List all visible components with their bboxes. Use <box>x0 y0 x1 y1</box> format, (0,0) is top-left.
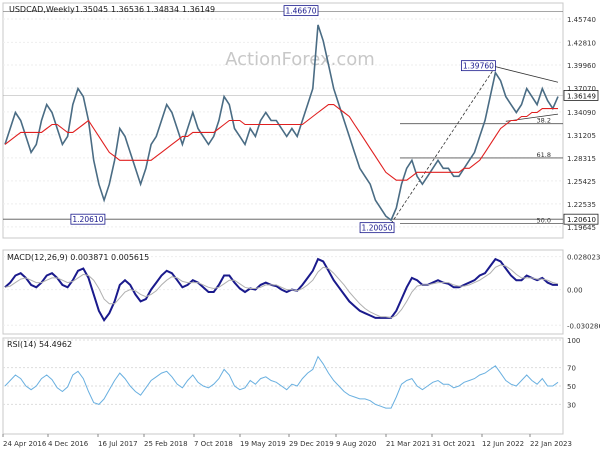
price-annotation-box <box>283 5 319 17</box>
price-annotation-label: 1.39760 <box>463 62 494 71</box>
x-tick-label: 16 Jul 2017 <box>98 440 138 448</box>
fib-level-label: 50.0 <box>537 217 551 225</box>
rsi-y-tick: 30 <box>567 401 576 409</box>
upper-channel-line <box>495 66 559 83</box>
macd-title: MACD(12,26,9) 0.003871 0.005615 <box>7 253 149 262</box>
last-price-label: 1.36149 <box>567 92 596 100</box>
macd-y-tick: 0.00 <box>567 287 583 295</box>
x-tick-label: 31 Oct 2021 <box>432 440 475 448</box>
fib-level-label: 38.2 <box>537 117 551 125</box>
rsi-y-tick: 50 <box>567 383 576 391</box>
price-close: 1.36149 <box>182 5 215 14</box>
watermark: ActionForex.com <box>225 49 375 70</box>
price-annotation-box <box>460 60 496 72</box>
x-tick-label: 4 Dec 2016 <box>48 440 89 448</box>
x-tick-label: 12 Jun 2022 <box>482 440 524 448</box>
price-annotation-box <box>359 222 395 234</box>
price-y-tick: 1.45740 <box>567 16 596 24</box>
price-y-tick: 1.25425 <box>567 178 596 186</box>
rally-trendline <box>390 66 496 224</box>
rsi-panel: 100 70 50 30 RSI(14) 54.4962 <box>2 337 580 435</box>
price-y-tick: 1.28315 <box>567 155 596 163</box>
price-y-tick: 1.42810 <box>567 39 596 47</box>
x-tick-label: 25 Feb 2018 <box>144 440 188 448</box>
price-y-tick: 1.37070 <box>567 85 596 93</box>
macd-panel: 0.028023 0.00 -0.030286 MACD(12,26,9) 0.00… <box>2 249 600 335</box>
rsi-y-tick: 100 <box>567 337 580 345</box>
price-y-tick: 1.31205 <box>567 132 596 140</box>
macd-series-signal <box>4 264 559 319</box>
rsi-y-axis: 100 70 50 30 <box>567 337 580 409</box>
bottom-level-label: 1.20610 <box>567 216 596 224</box>
x-tick-label: 22 Jan 2023 <box>530 440 572 448</box>
price-series-ma <box>4 104 558 181</box>
rsi-series-rsi <box>4 355 559 409</box>
rsi-y-tick: 70 <box>567 365 576 373</box>
price-series-close <box>4 24 559 222</box>
price-annotation-label: 1.20050 <box>362 224 393 233</box>
price-horizontal-lines: 38.2 61.8 50.0 <box>3 11 563 225</box>
price-panel: ActionForex.com 38.2 61.8 50.0 1.46670 1.39… <box>2 2 599 239</box>
price-title-symbol: USDCAD,Weekly <box>9 5 75 14</box>
price-y-tick: 1.39960 <box>567 62 596 70</box>
macd-y-tick: -0.030286 <box>567 322 600 330</box>
price-title: USDCAD,Weekly 1.35045 1.36536 1.34834 1.… <box>9 5 215 14</box>
x-tick-label: 24 Apr 2016 <box>3 440 47 448</box>
price-frame <box>2 2 564 239</box>
macd-y-axis: 0.028023 0.00 -0.030286 <box>567 254 600 331</box>
x-tick-label: 21 Mar 2021 <box>386 440 430 448</box>
rsi-series-group <box>4 355 559 409</box>
last-price-tag <box>563 90 599 101</box>
price-open: 1.35045 <box>75 5 108 14</box>
macd-series-macd <box>4 257 558 323</box>
price-annotation-box <box>70 213 106 225</box>
price-series-group <box>4 24 559 222</box>
x-tick-label: 9 Aug 2020 <box>336 440 376 448</box>
x-axis: 24 Apr 2016 4 Dec 2016 16 Jul 2017 25 Feb 2… <box>2 434 572 448</box>
macd-frame <box>2 249 564 335</box>
macd-y-tick: 0.028023 <box>567 254 600 262</box>
price-y-tick: 1.34090 <box>567 109 596 117</box>
price-low: 1.34834 <box>146 5 179 14</box>
price-annotation-label: 1.20610 <box>72 215 103 224</box>
fib-level-label: 61.8 <box>537 151 551 159</box>
x-tick-label: 29 Dec 2019 <box>289 440 334 448</box>
price-annotation-label: 1.46670 <box>286 7 317 16</box>
price-high: 1.36536 <box>111 5 144 14</box>
rsi-gridlines <box>3 339 563 405</box>
price-y-tick: 1.19645 <box>567 224 596 232</box>
price-y-axis: 1.45740 1.42810 1.39960 1.37070 1.34090 1.312… <box>567 16 596 232</box>
x-tick-label: 19 May 2019 <box>240 440 286 448</box>
x-tick-label: 7 Oct 2018 <box>194 440 233 448</box>
price-gridlines <box>3 18 563 228</box>
price-annotations: 1.46670 1.39760 1.20050 1.20610 1.36149 1.206… <box>70 5 599 234</box>
macd-series-group <box>4 257 559 323</box>
bottom-level-tag <box>563 213 599 225</box>
rsi-title: RSI(14) 54.4962 <box>7 340 72 349</box>
price-y-tick: 1.22535 <box>567 201 596 209</box>
